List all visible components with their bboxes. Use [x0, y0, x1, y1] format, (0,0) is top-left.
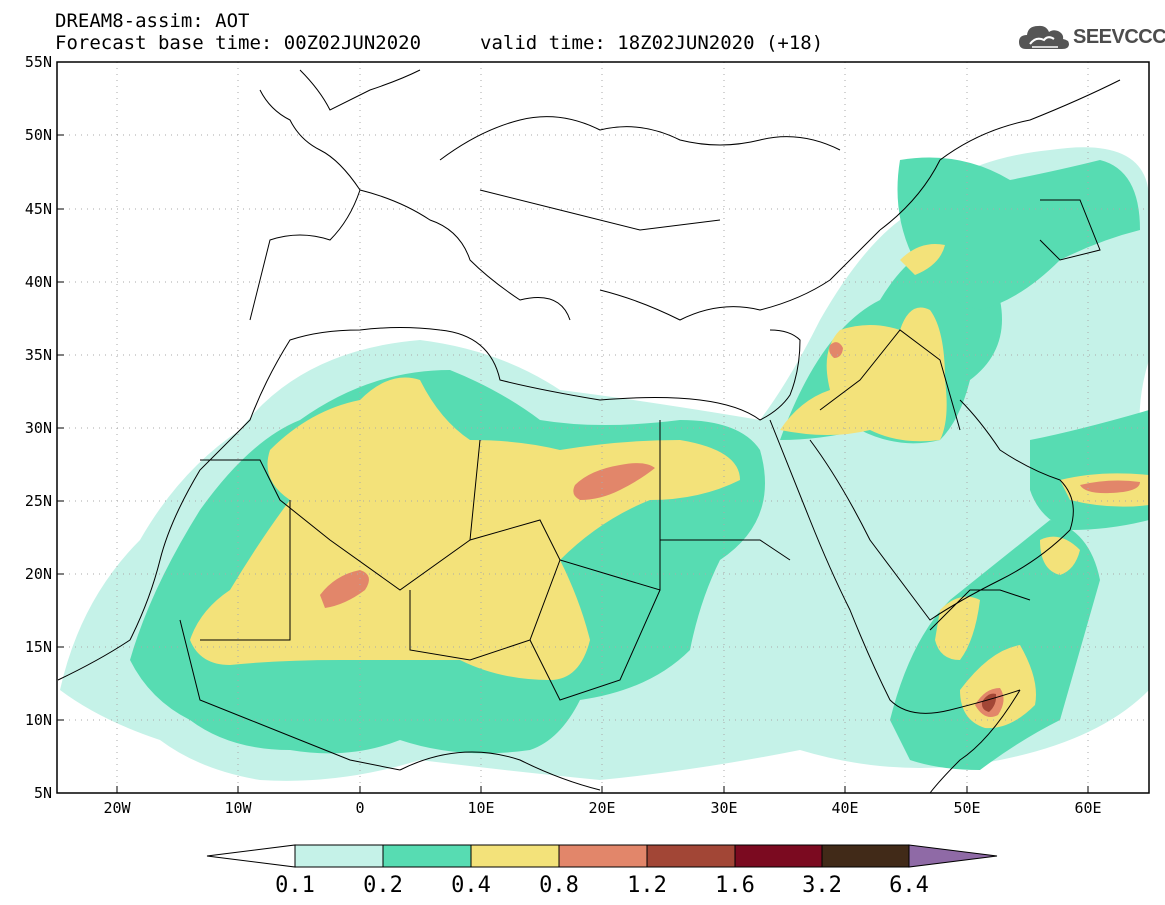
axis-ticks [57, 134, 1089, 793]
colorbar-swatch [470, 844, 560, 868]
colorbar-swatch [821, 844, 910, 868]
colorbar-label: 0.1 [275, 873, 315, 898]
graticule [57, 62, 1149, 793]
lon-label: 50E [953, 799, 980, 817]
lat-label: 40N [25, 273, 52, 291]
colorbar-label: 0.2 [363, 873, 403, 898]
colorbar-swatch [558, 844, 648, 868]
colorbar-swatch [382, 844, 472, 868]
aot-field [60, 147, 1149, 781]
colorbar [206, 844, 998, 868]
lat-label: 50N [25, 126, 52, 144]
lon-label: 10W [224, 799, 252, 817]
colorbar-label: 6.4 [889, 873, 929, 898]
lat-label: 45N [25, 200, 52, 218]
colorbar-swatch [294, 844, 384, 868]
lon-label: 10E [467, 799, 494, 817]
colorbar-low-arrow [206, 844, 296, 868]
seevccc-logo: SEEVCCC [1018, 22, 1165, 52]
lon-label: 40E [831, 799, 858, 817]
lat-label: 30N [25, 419, 52, 437]
lat-label: 35N [25, 346, 52, 364]
colorbar-labels: 0.1 0.2 0.4 0.8 1.2 1.6 3.2 6.4 [275, 873, 929, 898]
lat-label: 25N [25, 492, 52, 510]
forecast-base-time: Forecast base time: 00Z02JUN2020 [55, 32, 422, 54]
lat-label: 5N [34, 784, 52, 802]
lon-label: 0 [355, 799, 364, 817]
lon-label: 30E [710, 799, 737, 817]
lon-label: 60E [1074, 799, 1101, 817]
coastlines [57, 69, 1121, 793]
valid-time: valid time: 18Z02JUN2020 (+18) [480, 32, 824, 54]
colorbar-label: 1.2 [627, 873, 667, 898]
lat-label: 55N [25, 53, 52, 71]
cloud-icon [1019, 25, 1069, 49]
lon-label: 20W [103, 799, 131, 817]
longitude-labels: 20W 10W 0 10E 20E 30E 40E 50E 60E [103, 799, 1101, 817]
lat-label: 15N [25, 638, 52, 656]
colorbar-swatch [646, 844, 736, 868]
latitude-labels: 55N 50N 45N 40N 35N 30N 25N 20N 15N 10N … [25, 53, 52, 802]
colorbar-label: 0.8 [539, 873, 579, 898]
colorbar-label: 3.2 [802, 873, 842, 898]
lat-label: 10N [25, 711, 52, 729]
colorbar-swatch [734, 844, 823, 868]
colorbar-label: 0.4 [451, 873, 491, 898]
colorbar-label: 1.6 [715, 873, 755, 898]
lon-label: 20E [588, 799, 615, 817]
colorbar-high-arrow [908, 844, 998, 868]
lat-label: 20N [25, 565, 52, 583]
title-line-1: DREAM8-assim: AOT [55, 10, 250, 32]
